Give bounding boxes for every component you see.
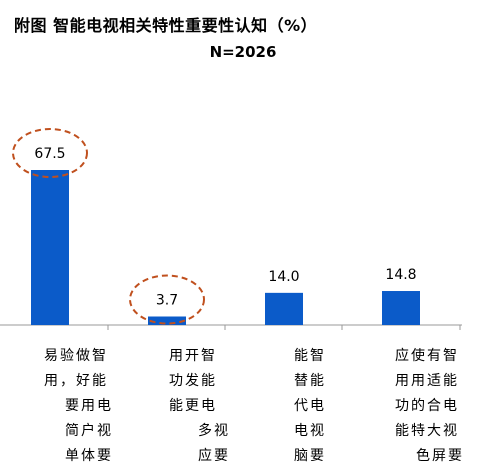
highlight-ellipse-0 bbox=[12, 128, 88, 178]
category-label-line: 功发能 bbox=[169, 373, 217, 389]
bar-0 bbox=[31, 170, 69, 325]
category-label-2: 能智替能代电电视脑要 bbox=[260, 344, 360, 469]
highlight-ellipse-1 bbox=[129, 274, 205, 325]
category-label-0: 易验做智用，好能要用电简户视单体要 bbox=[26, 344, 126, 469]
category-label-line: 用用适能 bbox=[395, 373, 459, 389]
data-label-2: 14.0 bbox=[268, 269, 299, 285]
category-label-line: 能智 bbox=[294, 348, 326, 364]
category-label-line: 替能 bbox=[294, 373, 326, 389]
bar-3 bbox=[382, 291, 420, 325]
category-label-line: 能特大视 bbox=[395, 423, 459, 439]
category-label-line: 要用电 bbox=[65, 398, 113, 414]
category-label-line: 代电 bbox=[294, 398, 326, 414]
category-label-line: 应使有智 bbox=[395, 348, 459, 364]
category-label-line: 功的合电 bbox=[395, 398, 459, 414]
category-label-3: 应使有智用用适能功的合电能特大视色屏要 bbox=[377, 344, 477, 469]
data-label-0: 67.5 bbox=[34, 146, 65, 162]
data-label-3: 14.8 bbox=[385, 267, 416, 283]
data-label-1: 3.7 bbox=[156, 293, 178, 309]
bar-1 bbox=[148, 316, 186, 325]
category-label-line: 用开智 bbox=[169, 348, 217, 364]
category-label-line: 简户视 bbox=[65, 423, 113, 439]
chart-subtitle: N=2026 bbox=[209, 43, 277, 61]
category-label-line: 单体要 bbox=[65, 448, 113, 464]
category-label-line: 多视 bbox=[198, 423, 230, 439]
category-label-line: 易验做智 bbox=[44, 348, 108, 364]
category-label-line: 能更电 bbox=[169, 398, 217, 414]
category-label-1: 用开智功发能能更电多视应要 bbox=[143, 344, 243, 469]
category-label-line: 脑要 bbox=[294, 448, 326, 464]
category-label-line: 色屏要 bbox=[416, 448, 464, 464]
category-label-line: 应要 bbox=[198, 448, 230, 464]
chart-title: 附图 智能电视相关特性重要性认知（%） bbox=[14, 16, 318, 35]
category-label-line: 电视 bbox=[294, 423, 326, 439]
category-label-line: 用，好能 bbox=[44, 373, 108, 389]
bar-2 bbox=[265, 292, 303, 325]
